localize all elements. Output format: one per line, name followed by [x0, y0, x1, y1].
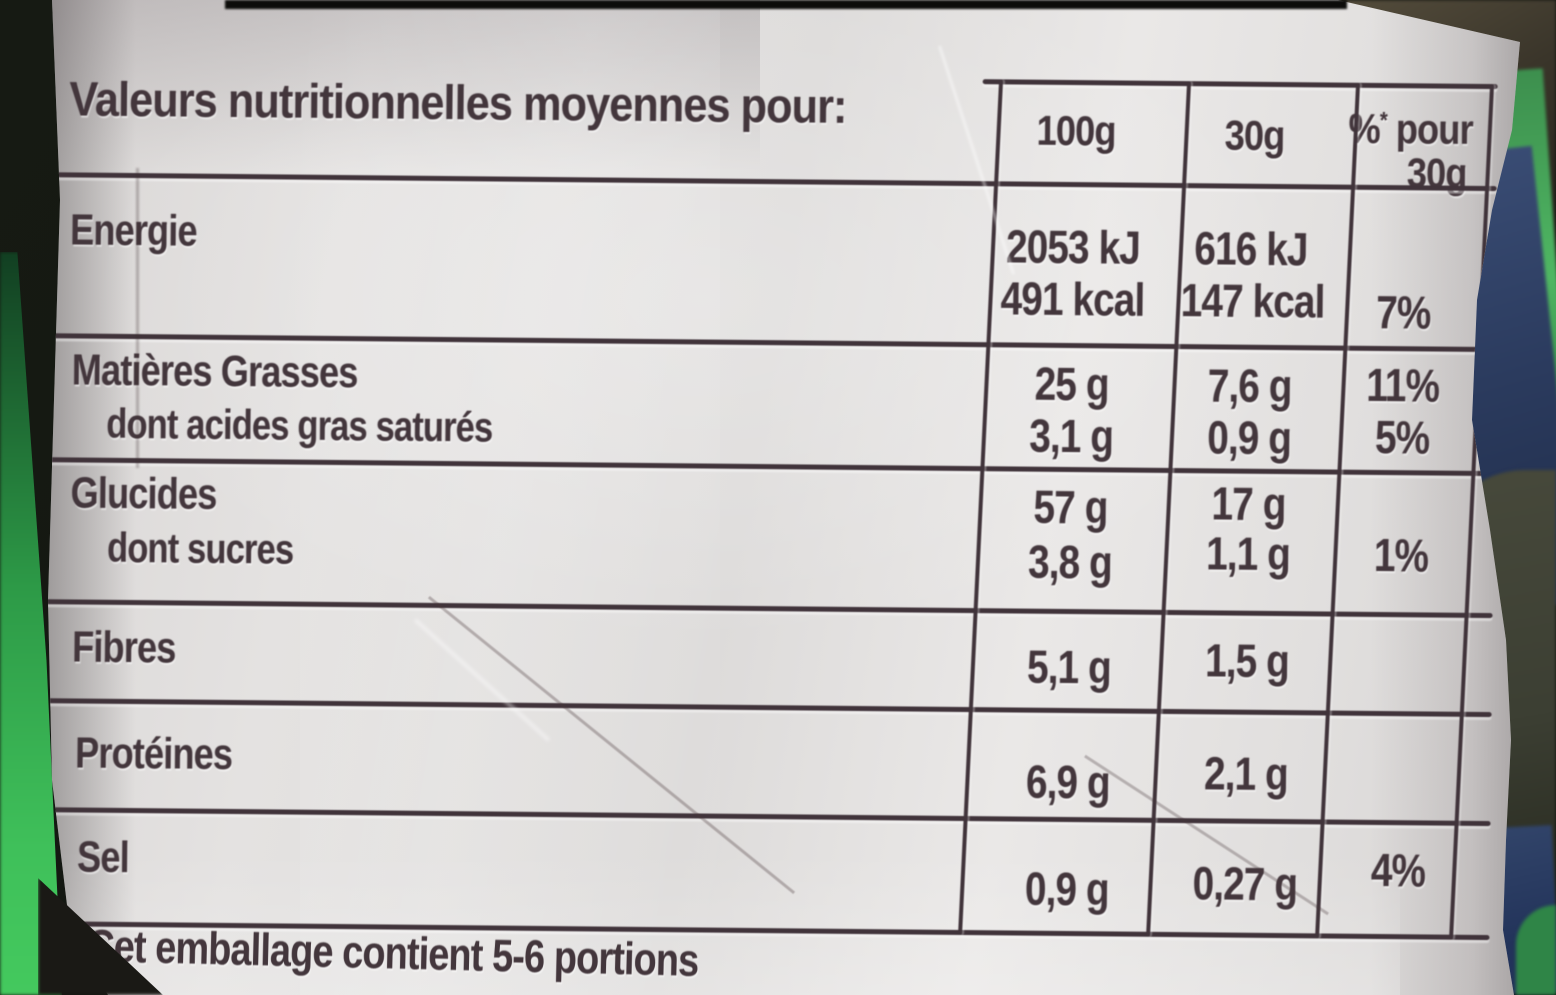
col-header-percent-line1: %* pour — [1348, 105, 1473, 154]
matieres-grasses-per100: 25 g — [1034, 357, 1109, 411]
gridline-5 — [48, 697, 1492, 718]
nutrition-title: Valeurs nutritionnelles moyennes pour: — [69, 73, 847, 134]
energie-per100-kj: 2053 kJ — [1005, 220, 1141, 274]
sucres-percent: 1% — [1373, 528, 1429, 582]
col-header-100g: 100g — [1036, 106, 1116, 155]
glucides-per30: 17 g — [1211, 477, 1286, 531]
percent-footnote-star: * — [1379, 106, 1387, 134]
fibres-per30: 1,5 g — [1204, 634, 1290, 688]
energie-per100-kcal: 491 kcal — [1000, 272, 1145, 326]
energie-per30-kj: 616 kJ — [1194, 222, 1308, 276]
gridline-4 — [48, 598, 1493, 619]
matieres-grasses-per30: 7,6 g — [1207, 359, 1292, 413]
nutrition-label: Valeurs nutritionnelles moyennes pour: 1… — [48, 42, 1520, 956]
row-acides-gras-satures-label: dont acides gras saturés — [106, 399, 493, 451]
sel-per30: 0,27 g — [1192, 857, 1298, 911]
package-sheen — [300, 0, 720, 995]
sucres-per30: 1,1 g — [1205, 527, 1291, 581]
sel-per100: 0,9 g — [1024, 862, 1110, 916]
bag-top-edge — [225, 0, 1347, 9]
col-header-30g: 30g — [1224, 111, 1285, 160]
fibres-per100: 5,1 g — [1026, 640, 1112, 694]
satures-per100: 3,1 g — [1029, 409, 1114, 463]
row-proteines-label: Protéines — [74, 728, 233, 779]
gridline-1 — [48, 172, 1497, 192]
energie-per30-kcal: 147 kcal — [1180, 274, 1325, 328]
row-energie-label: Energie — [69, 205, 198, 256]
row-matieres-grasses-label: Matières Grasses — [71, 345, 358, 398]
glucides-per100: 57 g — [1033, 480, 1108, 534]
sucres-per100: 3,8 g — [1027, 535, 1113, 589]
gridline-6 — [48, 806, 1491, 827]
row-sucres-label: dont sucres — [106, 523, 294, 573]
percent-word: pour — [1395, 105, 1473, 153]
matieres-grasses-percent: 11% — [1366, 358, 1440, 412]
energie-percent: 7% — [1376, 285, 1431, 339]
crease-vertical-left — [136, 168, 139, 468]
row-fibres-label: Fibres — [71, 622, 176, 673]
package-left-shade — [48, 0, 136, 995]
gridline-header-top — [982, 79, 1498, 90]
satures-per30: 0,9 g — [1207, 411, 1292, 465]
gridline-col3 — [1315, 82, 1361, 939]
sel-percent: 4% — [1370, 843, 1426, 897]
satures-percent: 5% — [1374, 410, 1430, 464]
row-sel-label: Sel — [76, 832, 130, 883]
package-top-shade — [48, 0, 760, 170]
proteines-per30: 2,1 g — [1203, 747, 1289, 801]
row-glucides-label: Glucides — [70, 468, 217, 519]
